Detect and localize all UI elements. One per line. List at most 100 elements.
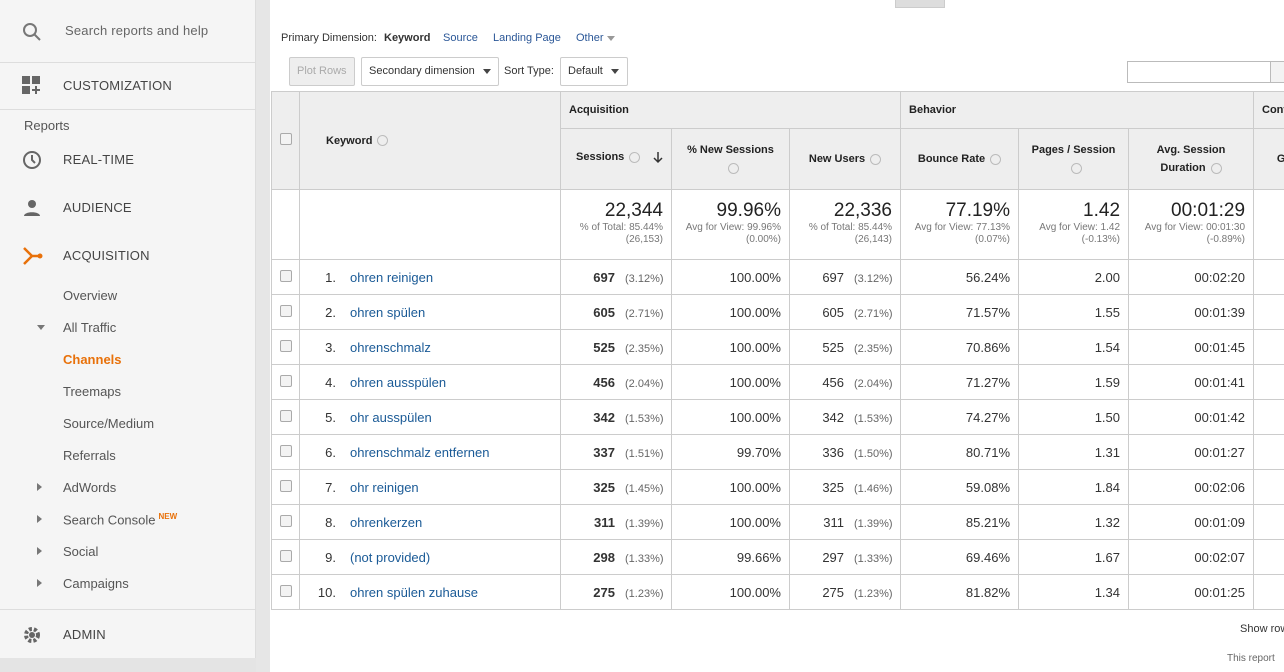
cell: 100.00% bbox=[671, 399, 790, 435]
column-header[interactable]: New Users bbox=[788, 128, 902, 190]
table-search-button[interactable] bbox=[1270, 61, 1284, 83]
help-icon bbox=[1070, 162, 1082, 174]
data-row: 1. ohren reinigen 697 (3.12%) 100.00% 697 (3.1… bbox=[271, 259, 1284, 295]
totals-cell: 77.19% Avg for View: 77.13% (0.07%) bbox=[900, 189, 1020, 260]
row-checkbox[interactable] bbox=[280, 339, 292, 352]
keyword-link[interactable]: ohrenschmalz entfernen bbox=[350, 444, 490, 460]
nav-subitem[interactable]: All Traffic bbox=[63, 320, 117, 335]
new-users-percent: (3.12%) bbox=[854, 272, 893, 285]
cell: 275 (1.23%) bbox=[560, 574, 672, 610]
cell: 342 (1.53%) bbox=[560, 399, 672, 435]
search-input[interactable]: Search reports and help bbox=[65, 23, 209, 38]
keyword-link[interactable]: ohren reinigen bbox=[350, 269, 434, 285]
nav-subitem[interactable]: Search Console NEW bbox=[63, 512, 178, 528]
table-search-input[interactable] bbox=[1127, 61, 1271, 83]
sessions-value: 697 bbox=[593, 269, 615, 285]
expand-arrow bbox=[37, 483, 42, 491]
dimension-option[interactable]: Landing Page bbox=[493, 32, 561, 44]
row-checkbox[interactable] bbox=[280, 549, 292, 562]
column-header[interactable]: Avg. Session Duration bbox=[1128, 128, 1255, 190]
nav-subitem[interactable]: Referrals bbox=[63, 448, 116, 463]
column-header[interactable]: % New Sessions bbox=[671, 128, 790, 190]
keyword-link[interactable]: ohr reinigen bbox=[350, 479, 419, 495]
row-checkbox[interactable] bbox=[280, 479, 292, 492]
column-label: New Users bbox=[808, 153, 866, 165]
cell: 311 (1.39%) bbox=[560, 504, 672, 540]
cell bbox=[271, 259, 300, 295]
plot-rows-button[interactable]: Plot Rows bbox=[289, 57, 355, 86]
sort-type-select[interactable]: Default bbox=[560, 57, 628, 86]
nav-subitem[interactable]: Source/Medium bbox=[63, 416, 155, 431]
secondary-dimension-select[interactable]: Secondary dimension bbox=[361, 57, 499, 86]
row-checkbox[interactable] bbox=[280, 444, 292, 457]
sessions-value: 337 bbox=[593, 444, 615, 460]
realtime-icon bbox=[23, 151, 41, 169]
nav-subitem[interactable]: Overview bbox=[63, 288, 118, 303]
cell bbox=[271, 504, 300, 540]
totals-cell: 22,344% of Total: 85.44% (26,153) bbox=[560, 189, 672, 260]
new-users-value: 525 bbox=[822, 339, 845, 355]
new-users-percent: (2.35%) bbox=[854, 342, 893, 355]
new-badge: NEW bbox=[158, 512, 178, 521]
column-header[interactable]: Sessions bbox=[560, 128, 672, 190]
cell: 100.00% bbox=[671, 364, 790, 400]
cell: 99.66% bbox=[671, 539, 790, 575]
nav-customization[interactable]: CUSTOMIZATION bbox=[63, 78, 173, 93]
nav-subitem[interactable]: Social bbox=[63, 544, 99, 559]
cell: 1.67 bbox=[1018, 539, 1130, 575]
cell: 297 (1.33%) bbox=[788, 539, 902, 575]
nav-admin[interactable]: ADMIN bbox=[63, 627, 106, 642]
row-checkbox[interactable] bbox=[280, 269, 292, 282]
help-icon bbox=[990, 153, 1002, 165]
sessions-percent: (1.51%) bbox=[625, 447, 664, 460]
collapse-tab[interactable] bbox=[895, 0, 945, 8]
nav-audience[interactable]: AUDIENCE bbox=[63, 200, 132, 215]
dimension-option[interactable]: Source bbox=[443, 32, 478, 44]
nav-subitem[interactable]: Treemaps bbox=[63, 384, 122, 399]
keyword-link[interactable]: ohrenkerzen bbox=[350, 514, 423, 530]
column-header[interactable]: Bounce Rate bbox=[900, 128, 1020, 190]
totals-cell: 00:01:29 Avg for View: 00:01:30 (-0.89%) bbox=[1128, 189, 1255, 260]
nav-subitem[interactable]: Channels bbox=[63, 352, 122, 367]
dimension-option-label: Other bbox=[576, 32, 604, 44]
total-note: % of Total: 85.44% (26,143) bbox=[808, 222, 893, 245]
row-checkbox[interactable] bbox=[280, 514, 292, 527]
column-header[interactable]: Goa bbox=[1253, 128, 1284, 190]
cell: 298 (1.33%) bbox=[560, 539, 672, 575]
cell: 10. ohren spülen zuhause bbox=[299, 574, 561, 610]
new-users-value: 311 bbox=[823, 514, 845, 530]
column-header[interactable]: Pages / Session bbox=[1018, 128, 1130, 190]
new-users-value: 325 bbox=[822, 479, 845, 495]
cell bbox=[271, 189, 300, 260]
cell: 1.55 bbox=[1018, 294, 1130, 330]
keyword-link[interactable]: ohr ausspülen bbox=[350, 409, 432, 425]
cell: 59.08% bbox=[900, 469, 1020, 505]
dimension-option-active[interactable]: Keyword bbox=[384, 32, 431, 44]
dimension-option[interactable]: Other bbox=[576, 32, 615, 44]
row-checkbox[interactable] bbox=[280, 304, 292, 317]
new-users-value: 342 bbox=[822, 409, 845, 425]
cell: 1.31 bbox=[1018, 434, 1130, 470]
cell: 00:01:25 bbox=[1128, 574, 1255, 610]
nav-acquisition[interactable]: ACQUISITION bbox=[63, 248, 150, 263]
row-checkbox[interactable] bbox=[280, 374, 292, 387]
new-users-percent: (1.23%) bbox=[854, 587, 893, 600]
cell: 100.00% bbox=[671, 259, 790, 295]
group-header: Conv bbox=[1253, 91, 1284, 129]
new-users-percent: (1.50%) bbox=[854, 447, 893, 460]
keyword-link[interactable]: (not provided) bbox=[350, 549, 431, 565]
row-checkbox[interactable] bbox=[280, 409, 292, 422]
nav-subitem[interactable]: AdWords bbox=[63, 480, 117, 495]
nav-subitem[interactable]: Campaigns bbox=[63, 576, 129, 591]
keyword-link[interactable]: ohren spülen bbox=[350, 304, 426, 320]
select-all-checkbox[interactable] bbox=[280, 133, 292, 145]
row-checkbox[interactable] bbox=[280, 584, 292, 597]
nav-realtime[interactable]: REAL-TIME bbox=[63, 152, 135, 167]
help-icon bbox=[870, 153, 882, 165]
new-users-value: 697 bbox=[822, 269, 845, 285]
keyword-link[interactable]: ohren spülen zuhause bbox=[350, 584, 478, 600]
cell: 6. ohrenschmalz entfernen bbox=[299, 434, 561, 470]
keyword-link[interactable]: ohren ausspülen bbox=[350, 374, 447, 390]
cell: 525 (2.35%) bbox=[788, 329, 902, 365]
keyword-link[interactable]: ohrenschmalz bbox=[350, 339, 431, 355]
